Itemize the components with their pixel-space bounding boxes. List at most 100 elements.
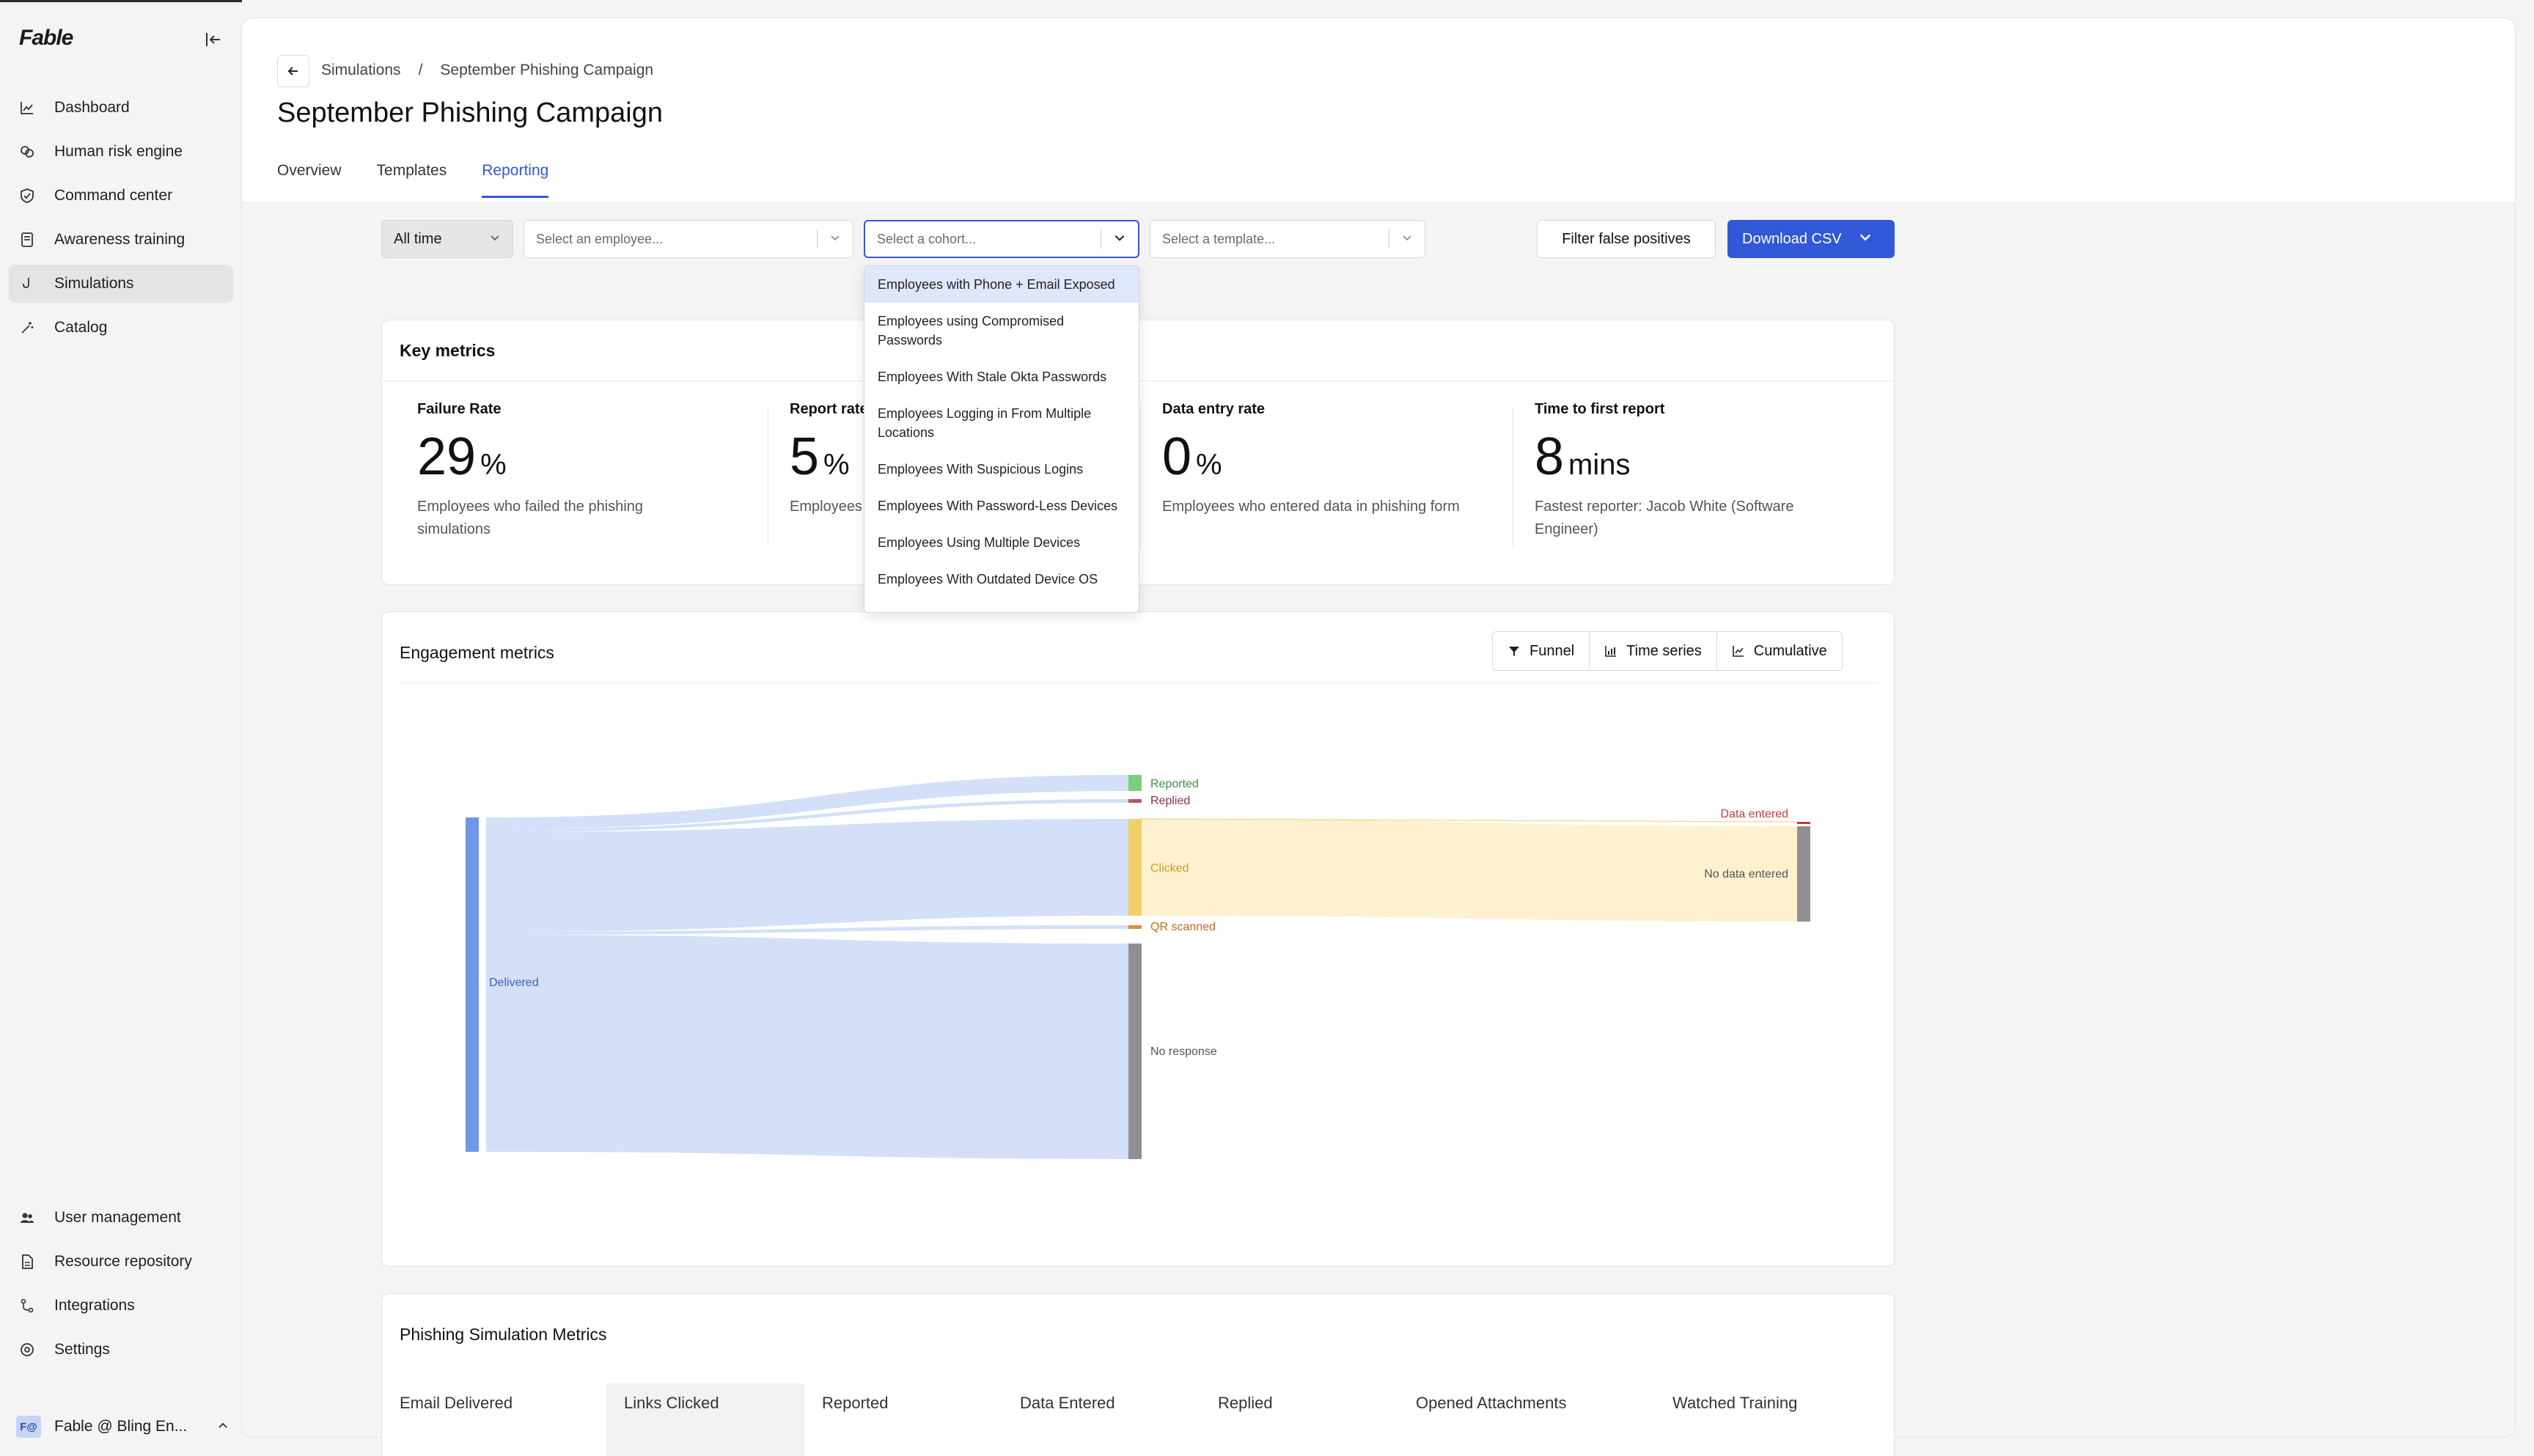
cohort-option[interactable]: Employees Using Multiple Devices bbox=[878, 535, 1081, 550]
time-range-select[interactable]: All time bbox=[381, 220, 513, 258]
engagement-metrics-title: Engagement metrics bbox=[400, 643, 554, 662]
metric-description: Employees who entered data in phishing f… bbox=[1162, 499, 1460, 515]
collapse-sidebar-icon[interactable] bbox=[202, 29, 224, 51]
column-opened-attachments[interactable]: Opened Attachments bbox=[1416, 1394, 1567, 1412]
sidebar-item-command-center[interactable]: Command center bbox=[9, 177, 233, 215]
hook-icon bbox=[16, 273, 38, 295]
metric-data-entry-rate: Data entry rate 0% Employees who entered… bbox=[1162, 401, 1514, 518]
column-data-entered[interactable]: Data Entered bbox=[1020, 1394, 1115, 1412]
template-select[interactable]: Select a template... bbox=[1150, 220, 1425, 258]
cohort-option[interactable]: Employees With Suspicious Logins bbox=[878, 462, 1084, 477]
chevron-down-icon bbox=[1401, 232, 1413, 247]
metric-time-to-first-report: Time to first report 8 mins Fastest repor… bbox=[1535, 401, 1887, 541]
column-highlight bbox=[606, 1383, 804, 1456]
employee-placeholder: Select an employee... bbox=[536, 231, 664, 246]
sidebar-item-human-risk-engine[interactable]: Human risk engine bbox=[9, 133, 233, 171]
tab-reporting[interactable]: Reporting bbox=[482, 162, 549, 198]
fable-logo[interactable]: Fable bbox=[19, 26, 73, 50]
label-data-entered: Data entered bbox=[1720, 808, 1788, 820]
book-icon bbox=[16, 229, 38, 251]
node-clicked[interactable] bbox=[1128, 819, 1142, 916]
account-switcher[interactable]: F@ Fable @ Bling En... bbox=[16, 1416, 229, 1438]
cohort-option[interactable]: Employees using Compromised Passwords bbox=[878, 314, 1065, 348]
cohort-select[interactable]: Select a cohort... bbox=[864, 220, 1139, 258]
filter-false-positives-button[interactable]: Filter false positives bbox=[1537, 220, 1716, 258]
metric-description: Employees who failed the phishing simula… bbox=[417, 499, 643, 537]
integration-icon bbox=[16, 1295, 38, 1317]
document-icon bbox=[16, 1251, 38, 1273]
node-reported[interactable] bbox=[1128, 775, 1142, 791]
download-csv-label: Download CSV bbox=[1742, 230, 1842, 247]
metric-failure-rate: Failure Rate 29% Employees who failed th… bbox=[417, 401, 769, 541]
cohort-option[interactable]: Employees Logging in From Multiple Locat… bbox=[878, 406, 1092, 440]
node-no-data[interactable] bbox=[1797, 826, 1810, 922]
cohort-option[interactable]: Employees With Outdated Device OS bbox=[878, 572, 1098, 587]
breadcrumb-simulations[interactable]: Simulations bbox=[321, 62, 401, 78]
users-icon bbox=[16, 1207, 38, 1229]
avatar: F@ bbox=[16, 1416, 41, 1438]
chart-view-toggle: Funnel Time series Cumulative bbox=[1492, 631, 1843, 671]
node-data-entered[interactable] bbox=[1797, 822, 1810, 824]
line-chart-icon bbox=[1732, 646, 1744, 657]
tab-overview[interactable]: Overview bbox=[277, 162, 342, 179]
sidebar-item-user-management[interactable]: User management bbox=[9, 1199, 233, 1237]
column-replied[interactable]: Replied bbox=[1218, 1394, 1273, 1412]
metric-unit: % bbox=[823, 449, 850, 481]
node-delivered[interactable] bbox=[466, 817, 479, 1152]
employee-select[interactable]: Select an employee... bbox=[524, 220, 853, 258]
node-no-response[interactable] bbox=[1128, 944, 1142, 1159]
label-no-data: No data entered bbox=[1704, 868, 1788, 880]
sidebar-nav: Dashboard Human risk engine Command cent… bbox=[9, 89, 233, 353]
phishing-metrics-title: Phishing Simulation Metrics bbox=[400, 1325, 607, 1344]
flow-delivered-qr bbox=[486, 925, 1128, 935]
sidebar-item-awareness-training[interactable]: Awareness training bbox=[9, 221, 233, 259]
tab-templates[interactable]: Templates bbox=[376, 162, 447, 179]
column-watched-training[interactable]: Watched Training bbox=[1672, 1394, 1798, 1412]
chart-line-icon bbox=[16, 97, 38, 119]
metric-value: 8 bbox=[1535, 427, 1565, 486]
key-metrics-title: Key metrics bbox=[400, 341, 496, 360]
chevron-down-icon bbox=[489, 231, 501, 248]
sidebar-item-simulations[interactable]: Simulations bbox=[9, 265, 233, 303]
sidebar-item-label: Simulations bbox=[54, 275, 134, 292]
metric-description: Fastest reporter: Jacob White (Software … bbox=[1535, 499, 1794, 537]
metric-description: Employees bbox=[790, 499, 862, 515]
view-funnel-button[interactable]: Funnel bbox=[1493, 632, 1590, 670]
breadcrumb: Simulations / September Phishing Campaig… bbox=[321, 62, 653, 79]
wand-icon bbox=[16, 317, 38, 339]
metric-value: 0 bbox=[1162, 427, 1192, 486]
sidebar-item-label: Dashboard bbox=[54, 99, 130, 116]
column-reported[interactable]: Reported bbox=[822, 1394, 889, 1412]
chevron-down-icon bbox=[1113, 231, 1126, 248]
sidebar-item-resource-repository[interactable]: Resource repository bbox=[9, 1243, 233, 1281]
cohort-dropdown-menu[interactable]: Employees with Phone + Email Exposed Emp… bbox=[864, 265, 1139, 613]
column-links-clicked[interactable]: Links Clicked bbox=[624, 1394, 719, 1412]
metrics-columns: Email Delivered Links Clicked Reported D… bbox=[382, 1354, 1894, 1456]
label-no-response: No response bbox=[1150, 1045, 1217, 1058]
account-name: Fable @ Bling En... bbox=[54, 1418, 188, 1435]
bar-chart-icon bbox=[1605, 646, 1617, 657]
view-cumulative-button[interactable]: Cumulative bbox=[1716, 632, 1842, 670]
cohort-option[interactable]: Employees With Password-Less Devices bbox=[878, 499, 1118, 513]
download-csv-button[interactable]: Download CSV bbox=[1727, 220, 1895, 258]
node-qr[interactable] bbox=[1128, 925, 1142, 929]
column-email-delivered[interactable]: Email Delivered bbox=[400, 1394, 513, 1412]
sidebar-item-label: Catalog bbox=[54, 319, 108, 336]
sidebar-item-settings[interactable]: Settings bbox=[9, 1331, 233, 1369]
sidebar-item-dashboard[interactable]: Dashboard bbox=[9, 89, 233, 127]
cohort-option[interactable]: Employees with Phone + Email Exposed bbox=[864, 266, 1139, 303]
node-replied[interactable] bbox=[1128, 799, 1142, 803]
filter-icon bbox=[1509, 647, 1519, 656]
label-delivered: Delivered bbox=[489, 977, 539, 989]
page-header: Simulations / September Phishing Campaig… bbox=[242, 18, 2515, 203]
sidebar-item-integrations[interactable]: Integrations bbox=[9, 1287, 233, 1325]
metric-unit: mins bbox=[1568, 449, 1631, 481]
view-time-series-button[interactable]: Time series bbox=[1590, 632, 1717, 670]
sidebar-item-catalog[interactable]: Catalog bbox=[9, 309, 233, 347]
flow-delivered-clicked bbox=[486, 819, 1128, 932]
cohort-option[interactable]: Employees With Stale Okta Passwords bbox=[878, 369, 1107, 384]
breadcrumb-current: September Phishing Campaign bbox=[440, 62, 654, 78]
chevron-up-icon bbox=[217, 1418, 229, 1435]
back-button[interactable] bbox=[277, 55, 309, 87]
metric-label: Time to first report bbox=[1535, 401, 1665, 417]
